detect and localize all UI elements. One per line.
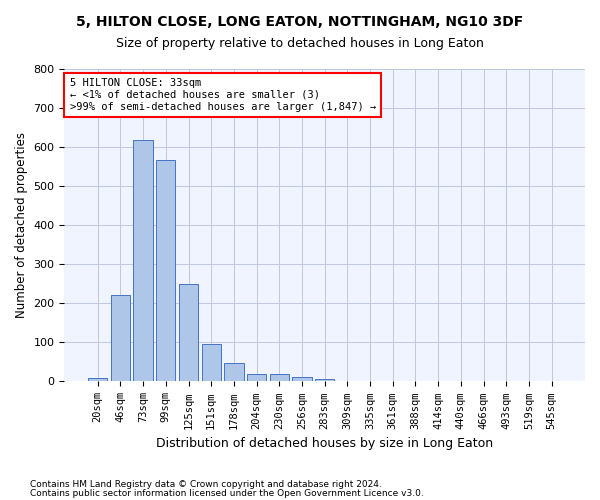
- Bar: [111, 294, 130, 382]
- Bar: [88, 378, 107, 382]
- Text: Size of property relative to detached houses in Long Eaton: Size of property relative to detached ho…: [116, 38, 484, 51]
- Bar: [202, 344, 221, 382]
- Text: 5 HILTON CLOSE: 33sqm
← <1% of detached houses are smaller (3)
>99% of semi-deta: 5 HILTON CLOSE: 33sqm ← <1% of detached …: [70, 78, 376, 112]
- Bar: [315, 380, 334, 382]
- Bar: [247, 374, 266, 382]
- Bar: [179, 284, 198, 382]
- Bar: [133, 140, 153, 382]
- Y-axis label: Number of detached properties: Number of detached properties: [15, 132, 28, 318]
- Bar: [338, 380, 357, 382]
- Text: Contains HM Land Registry data © Crown copyright and database right 2024.: Contains HM Land Registry data © Crown c…: [30, 480, 382, 489]
- Bar: [292, 377, 311, 382]
- Text: Contains public sector information licensed under the Open Government Licence v3: Contains public sector information licen…: [30, 488, 424, 498]
- Bar: [156, 160, 175, 382]
- X-axis label: Distribution of detached houses by size in Long Eaton: Distribution of detached houses by size …: [156, 437, 493, 450]
- Bar: [269, 374, 289, 382]
- Text: 5, HILTON CLOSE, LONG EATON, NOTTINGHAM, NG10 3DF: 5, HILTON CLOSE, LONG EATON, NOTTINGHAM,…: [76, 15, 524, 29]
- Bar: [224, 362, 244, 382]
